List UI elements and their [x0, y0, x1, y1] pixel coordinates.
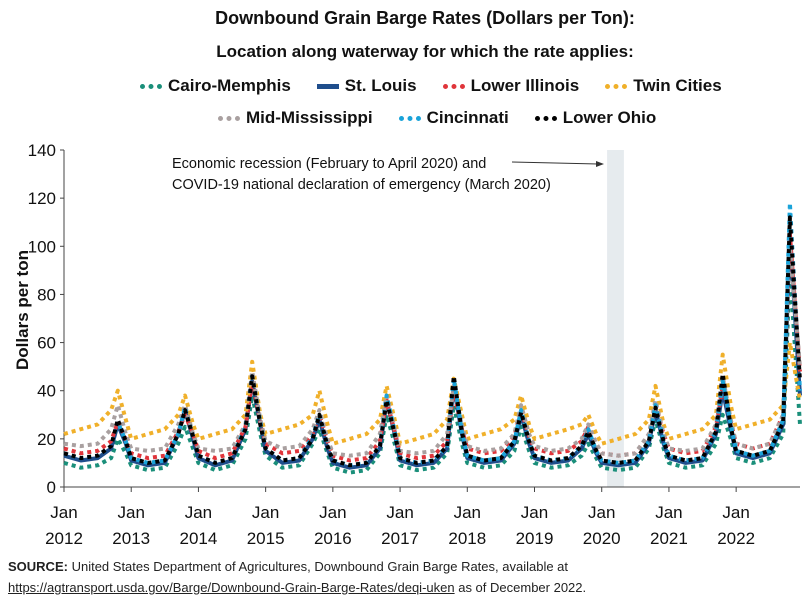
legend-swatch	[398, 115, 421, 121]
chart-title: Downbound Grain Barge Rates (Dollars per…	[215, 8, 635, 28]
x-tick-label-month: Jan	[252, 503, 279, 522]
annotation-line-1: Economic recession (February to April 20…	[172, 156, 487, 172]
x-tick-label-year: 2017	[381, 529, 419, 548]
annotation-arrowhead	[596, 161, 604, 167]
x-tick-label-month: Jan	[521, 503, 548, 522]
legend-row-1: Cairo-Memphis St. Louis Lower Illinois Twin…	[140, 76, 748, 96]
series-line-mid-mississippi	[63, 244, 802, 458]
legend-swatch	[218, 115, 240, 121]
y-tick-label: 40	[37, 382, 56, 401]
source-suffix: as of December 2022.	[458, 580, 587, 595]
y-tick-label: 80	[37, 285, 56, 304]
annotation-arrow	[511, 161, 599, 165]
legend-item-lower-illinois: Lower Illinois	[442, 76, 580, 96]
legend-label: Twin Cities	[633, 76, 722, 95]
y-tick-label: 140	[28, 141, 56, 160]
x-tick-label-year: 2022	[717, 529, 755, 548]
legend-item-cincinnati: Cincinnati	[398, 108, 509, 128]
x-tick-label-year: 2012	[45, 529, 83, 548]
legend-swatch	[605, 83, 628, 89]
y-tick-label: 120	[28, 189, 56, 208]
x-tick-label-month: Jan	[185, 503, 212, 522]
series-line-cincinnati	[63, 201, 802, 468]
x-tick-label-month: Jan	[655, 503, 682, 522]
legend-label: Cincinnati	[426, 108, 509, 127]
series-line-twin-cities	[63, 340, 802, 446]
source-link[interactable]: https://agtransport.usda.gov/Barge/Downb…	[8, 580, 455, 595]
x-tick-label-year: 2019	[516, 529, 554, 548]
x-tick-label-year: 2014	[180, 529, 218, 548]
x-tick-label-month: Jan	[722, 503, 749, 522]
x-tick-label-year: 2013	[112, 529, 150, 548]
legend-label: Mid-Mississippi	[246, 108, 373, 127]
series-line-cairo-memphis	[63, 268, 802, 475]
x-tick-label-month: Jan	[319, 503, 346, 522]
x-tick-label-year: 2015	[247, 529, 285, 548]
x-tick-label-year: 2021	[650, 529, 688, 548]
legend-item-twin-cities: Twin Cities	[605, 76, 722, 96]
y-tick-label: 60	[37, 334, 56, 353]
source-note: SOURCE: United States Department of Agri…	[8, 559, 568, 574]
y-tick-label: 100	[28, 237, 56, 256]
series-line-lower-illinois	[63, 232, 802, 463]
legend-label: St. Louis	[344, 76, 417, 95]
legend-label: Lower Illinois	[470, 76, 580, 95]
x-tick-label-year: 2018	[448, 529, 486, 548]
source-text: United States Department of Agricultures…	[71, 559, 569, 574]
recession-band	[607, 150, 624, 487]
source-label: SOURCE:	[8, 559, 68, 574]
legend-swatch	[316, 83, 339, 89]
chart-subtitle: Location along waterway for which the ra…	[216, 42, 634, 61]
x-tick-label-year: 2020	[583, 529, 621, 548]
x-tick-label-month: Jan	[588, 503, 615, 522]
legend-item-mid-mississippi: Mid-Mississippi	[218, 108, 373, 128]
x-tick-label-month: Jan	[454, 503, 481, 522]
source-link-line: https://agtransport.usda.gov/Barge/Downb…	[8, 580, 586, 595]
legend-item-st-louis: St. Louis	[316, 76, 417, 96]
series-line-lower-ohio	[63, 215, 802, 468]
x-tick-label-month: Jan	[50, 503, 77, 522]
x-tick-label-month: Jan	[118, 503, 145, 522]
y-tick-label: 0	[47, 478, 56, 497]
legend-swatch	[442, 83, 465, 89]
legend-label: Lower Ohio	[562, 108, 657, 127]
x-tick-label-month: Jan	[386, 503, 413, 522]
legend-label: Cairo-Memphis	[168, 76, 291, 95]
y-tick-label: 20	[37, 430, 56, 449]
legend-swatch	[534, 115, 557, 121]
legend-row-2: Mid-Mississippi Cincinnati Lower Ohio	[218, 108, 682, 128]
x-tick-label-year: 2016	[314, 529, 352, 548]
recession-annotation: Economic recession (February to April 20…	[172, 154, 551, 196]
legend-item-lower-ohio: Lower Ohio	[534, 108, 657, 128]
annotation-line-2: COVID-19 national declaration of emergen…	[172, 177, 551, 193]
legend-item-cairo-memphis: Cairo-Memphis	[140, 76, 291, 96]
legend-swatch	[140, 83, 162, 89]
